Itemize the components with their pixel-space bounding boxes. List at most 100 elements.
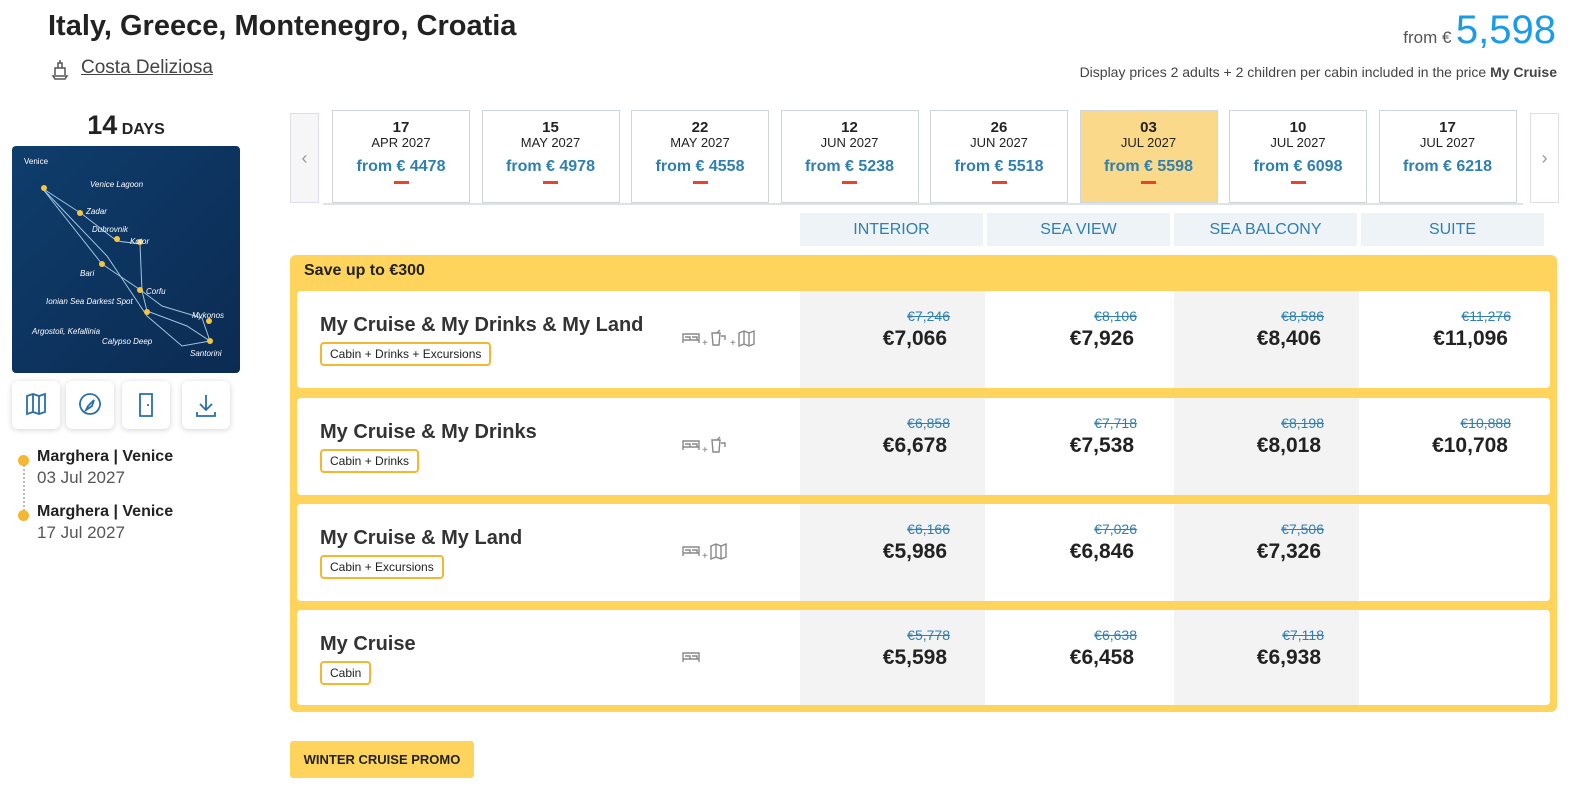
icons: + +: [682, 329, 755, 349]
date-month: JUN 2027: [820, 135, 879, 150]
svg-text:+: +: [702, 338, 708, 349]
old-price: €6,858: [907, 415, 950, 431]
icons: [682, 652, 700, 662]
date-card[interactable]: 22 MAY 2027 from € 4558: [631, 110, 769, 203]
stop-dot: [18, 455, 29, 466]
icons: +: [682, 542, 727, 562]
stop-date: 17 Jul 2027: [37, 523, 125, 542]
ports: [41, 185, 213, 344]
price-note: Display prices 2 adults + 2 children per…: [1080, 64, 1557, 80]
price[interactable]: €6,458: [1069, 646, 1134, 669]
old-price: €5,778: [907, 627, 950, 643]
old-price: €6,166: [907, 521, 950, 537]
note-package: My Cruise: [1490, 64, 1557, 80]
tool-icon: [139, 393, 153, 417]
duration: 14 DAYS: [12, 110, 240, 141]
price[interactable]: €7,538: [1069, 434, 1134, 457]
price[interactable]: €7,066: [882, 327, 947, 350]
price-col-bg: [1174, 398, 1359, 495]
old-price: €10,888: [1460, 415, 1511, 431]
package-row: My Cruise & My Drinks & My Land Cabin + D…: [297, 291, 1550, 388]
map-sea: [12, 146, 240, 373]
map-label: Ionian Sea Darkest Spot: [46, 297, 133, 306]
date-price: from € 5518: [954, 158, 1044, 175]
tool-button[interactable]: [122, 381, 170, 429]
cabin-header: INTERIOR: [800, 213, 983, 246]
date-card[interactable]: 17 JUL 2027 from € 6218: [1378, 110, 1517, 203]
price[interactable]: €5,598: [882, 646, 947, 669]
price-col-bg: [800, 398, 985, 495]
package-icons: + +: [681, 329, 771, 354]
old-price: €7,246: [907, 308, 950, 324]
promo-title: Save up to €300: [304, 262, 425, 279]
price[interactable]: €11,096: [1433, 327, 1508, 350]
date-price: from € 5598: [1104, 158, 1193, 175]
tool-icon: [79, 393, 101, 415]
price[interactable]: €5,986: [882, 540, 947, 563]
price[interactable]: €7,326: [1256, 540, 1321, 563]
price[interactable]: €7,926: [1069, 327, 1134, 350]
date-card[interactable]: 12 JUN 2027 from € 5238: [780, 110, 919, 203]
package-row: My Cruise & My Drinks Cabin + Drinks + €6,8…: [297, 398, 1550, 495]
price[interactable]: €8,406: [1256, 327, 1321, 350]
days: 14: [87, 110, 118, 140]
map-label: Kotor: [130, 237, 149, 246]
stop-date: 03 Jul 2027: [37, 468, 125, 487]
tool-button[interactable]: [12, 381, 60, 429]
map-label: Dubrovnik: [92, 225, 129, 234]
from-label: from €: [1403, 28, 1452, 47]
stop-port: Marghera | Venice: [37, 503, 174, 520]
date-marker: [991, 181, 1007, 184]
prev-arrow[interactable]: ‹: [290, 113, 319, 203]
date-month: MAY 2027: [520, 135, 581, 150]
date-price: from € 6218: [1403, 158, 1492, 175]
map-label: Corfu: [146, 287, 166, 296]
package-icons: [681, 648, 771, 673]
svg-text:+: +: [730, 338, 736, 349]
icons: +: [682, 436, 726, 456]
map-label: Venice Lagoon: [90, 180, 144, 189]
package-icons: +: [681, 542, 771, 567]
date-day: 17: [1439, 119, 1456, 136]
package-icons: +: [681, 436, 771, 461]
old-price: €7,026: [1094, 521, 1137, 537]
ship-link[interactable]: Costa Deliziosa: [81, 57, 213, 78]
date-card[interactable]: 03 JUL 2027 from € 5598: [1079, 110, 1218, 203]
date-month: JUL 2027: [1120, 135, 1177, 150]
note-text: Display prices 2 adults + 2 children per…: [1079, 64, 1487, 80]
tool-button[interactable]: [182, 381, 230, 429]
old-price: €7,506: [1281, 521, 1324, 537]
date-marker: [393, 181, 409, 184]
price[interactable]: €6,938: [1256, 646, 1321, 669]
date-card[interactable]: 15 MAY 2027 from € 4978: [481, 110, 620, 203]
date-marker: [543, 181, 558, 184]
strip-line: [323, 203, 1523, 205]
old-price: €7,118: [1282, 627, 1324, 643]
stop-dot: [18, 510, 29, 521]
date-price: from € 4978: [506, 158, 595, 175]
cabin-header: SEA BALCONY: [1174, 213, 1357, 246]
price[interactable]: €6,846: [1069, 540, 1134, 563]
package-tag: Cabin + Drinks: [320, 449, 420, 473]
date-card[interactable]: 17 APR 2027 from € 4478: [332, 110, 470, 203]
package-name: My Cruise & My Land: [320, 527, 523, 549]
next-arrow[interactable]: ›: [1530, 113, 1559, 203]
price[interactable]: €10,708: [1432, 434, 1508, 457]
tool-button[interactable]: [66, 381, 114, 429]
package-tag: Cabin + Excursions: [320, 555, 444, 579]
date-card[interactable]: 26 JUN 2027 from € 5518: [930, 110, 1068, 203]
promo-button[interactable]: WINTER CRUISE PROMO: [290, 741, 474, 778]
old-price: €6,638: [1094, 627, 1137, 643]
price-col-bg: [1174, 504, 1359, 601]
price-col-bg: [1174, 610, 1359, 705]
stop-port: Marghera | Venice: [37, 448, 174, 465]
date-day: 26: [990, 119, 1008, 136]
map-label: Argostoli, Kefallinia: [31, 327, 101, 336]
price[interactable]: €6,678: [882, 434, 947, 457]
date-card[interactable]: 10 JUL 2027 from € 6098: [1229, 110, 1367, 203]
price[interactable]: €8,018: [1256, 434, 1321, 457]
price-col-bg: [800, 291, 985, 388]
date-price: from € 4478: [356, 158, 446, 175]
date-day: 03: [1140, 119, 1157, 136]
